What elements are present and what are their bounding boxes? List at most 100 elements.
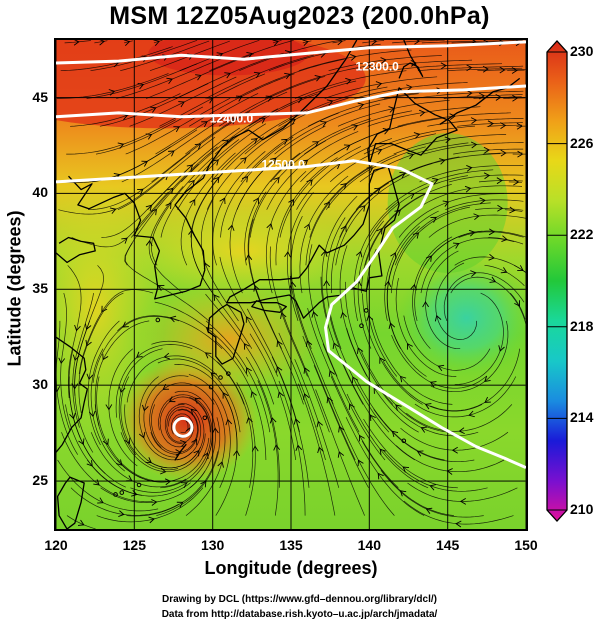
streamline	[297, 383, 336, 516]
streamline-arrow	[165, 202, 172, 209]
streamline-arrow	[167, 187, 174, 195]
streamline-arrow	[168, 396, 176, 403]
coast-islet	[202, 415, 208, 421]
streamline	[346, 393, 429, 489]
x-tick-label: 150	[514, 537, 538, 553]
streamline	[94, 40, 108, 44]
streamline	[373, 409, 475, 463]
streamline	[209, 40, 294, 72]
streamline	[206, 122, 295, 210]
streamline	[395, 445, 505, 473]
colorbar	[546, 40, 568, 522]
streamline-arrow	[501, 235, 508, 242]
contour-label: 12300.0	[355, 60, 399, 74]
streamline	[322, 343, 386, 461]
streamline-arrow	[487, 120, 494, 128]
streamline-arrow	[399, 490, 407, 497]
streamline	[477, 68, 526, 72]
streamline	[96, 487, 204, 523]
streamline-arrow	[137, 82, 145, 90]
streamline-arrow	[276, 366, 283, 373]
streamline-arrow	[188, 229, 195, 236]
streamline	[369, 175, 468, 238]
streamline	[116, 437, 210, 483]
streamline-arrow	[277, 391, 284, 399]
streamline	[427, 118, 524, 127]
streamline	[174, 364, 238, 461]
streamline	[406, 404, 513, 432]
streamline-arrow	[162, 383, 170, 390]
streamline-arrow	[306, 179, 313, 186]
streamline	[330, 376, 399, 489]
streamline-arrow	[105, 404, 113, 411]
streamline-arrow	[424, 403, 432, 410]
streamline	[87, 320, 120, 446]
streamline-arrow	[388, 322, 396, 329]
streamline-arrow	[499, 66, 506, 74]
streamline	[400, 427, 509, 451]
height-contour-line	[56, 84, 526, 119]
streamline	[407, 482, 518, 502]
streamline	[174, 390, 216, 489]
streamline-arrow	[303, 367, 310, 374]
streamline	[257, 380, 279, 516]
streamline-arrow	[253, 71, 261, 79]
streamline-arrow	[357, 459, 364, 467]
streamline	[296, 138, 393, 210]
streamline	[126, 355, 219, 403]
streamline-arrow	[141, 160, 149, 167]
streamline-arrow	[357, 347, 364, 354]
streamline-arrow	[500, 267, 508, 274]
streamline	[157, 358, 241, 433]
streamline	[294, 359, 340, 488]
streamline-arrow	[145, 133, 153, 140]
streamline	[239, 40, 342, 72]
streamline-arrow	[102, 438, 109, 446]
streamline	[217, 361, 254, 488]
streamline	[155, 93, 259, 155]
streamline-arrow	[245, 254, 253, 261]
streamline	[205, 293, 275, 405]
streamline	[120, 376, 179, 471]
streamline	[268, 43, 381, 72]
streamline-arrow	[284, 251, 291, 258]
streamline	[64, 40, 91, 44]
streamline	[346, 328, 419, 433]
streamline-arrow	[449, 113, 456, 120]
streamline-arrow	[101, 305, 108, 313]
streamline	[185, 397, 226, 516]
streamline-arrow	[484, 396, 491, 403]
streamline	[353, 201, 399, 321]
streamline	[326, 217, 346, 349]
streamline	[146, 403, 205, 469]
y-tick-label: 25	[32, 472, 48, 489]
streamline-arrow	[74, 324, 81, 332]
streamline-arrow	[407, 343, 413, 350]
coast-continent	[68, 40, 358, 300]
streamline-arrow	[270, 157, 277, 164]
streamline	[66, 515, 96, 529]
streamline	[160, 139, 240, 238]
streamline-arrow	[246, 416, 253, 424]
streamline	[387, 256, 427, 377]
streamline	[205, 320, 271, 433]
streamline-arrow	[432, 177, 439, 185]
streamline-arrow	[413, 40, 421, 45]
streamline-arrow	[516, 122, 523, 130]
streamline-arrow	[227, 224, 235, 231]
streamline	[326, 146, 426, 210]
x-tick-label: 130	[200, 537, 225, 553]
streamline	[179, 40, 260, 72]
streamline-arrow	[136, 351, 143, 358]
streamline	[391, 334, 487, 389]
streamline	[274, 103, 381, 155]
streamline-arrow	[495, 94, 502, 101]
streamline-arrow	[337, 451, 345, 458]
streamline	[359, 142, 469, 183]
streamline-arrow	[452, 242, 460, 249]
streamline-arrow	[406, 84, 413, 92]
streamline	[275, 157, 338, 266]
streamline-arrow	[272, 40, 279, 46]
streamline-arrow	[229, 118, 237, 125]
streamline	[398, 193, 504, 238]
